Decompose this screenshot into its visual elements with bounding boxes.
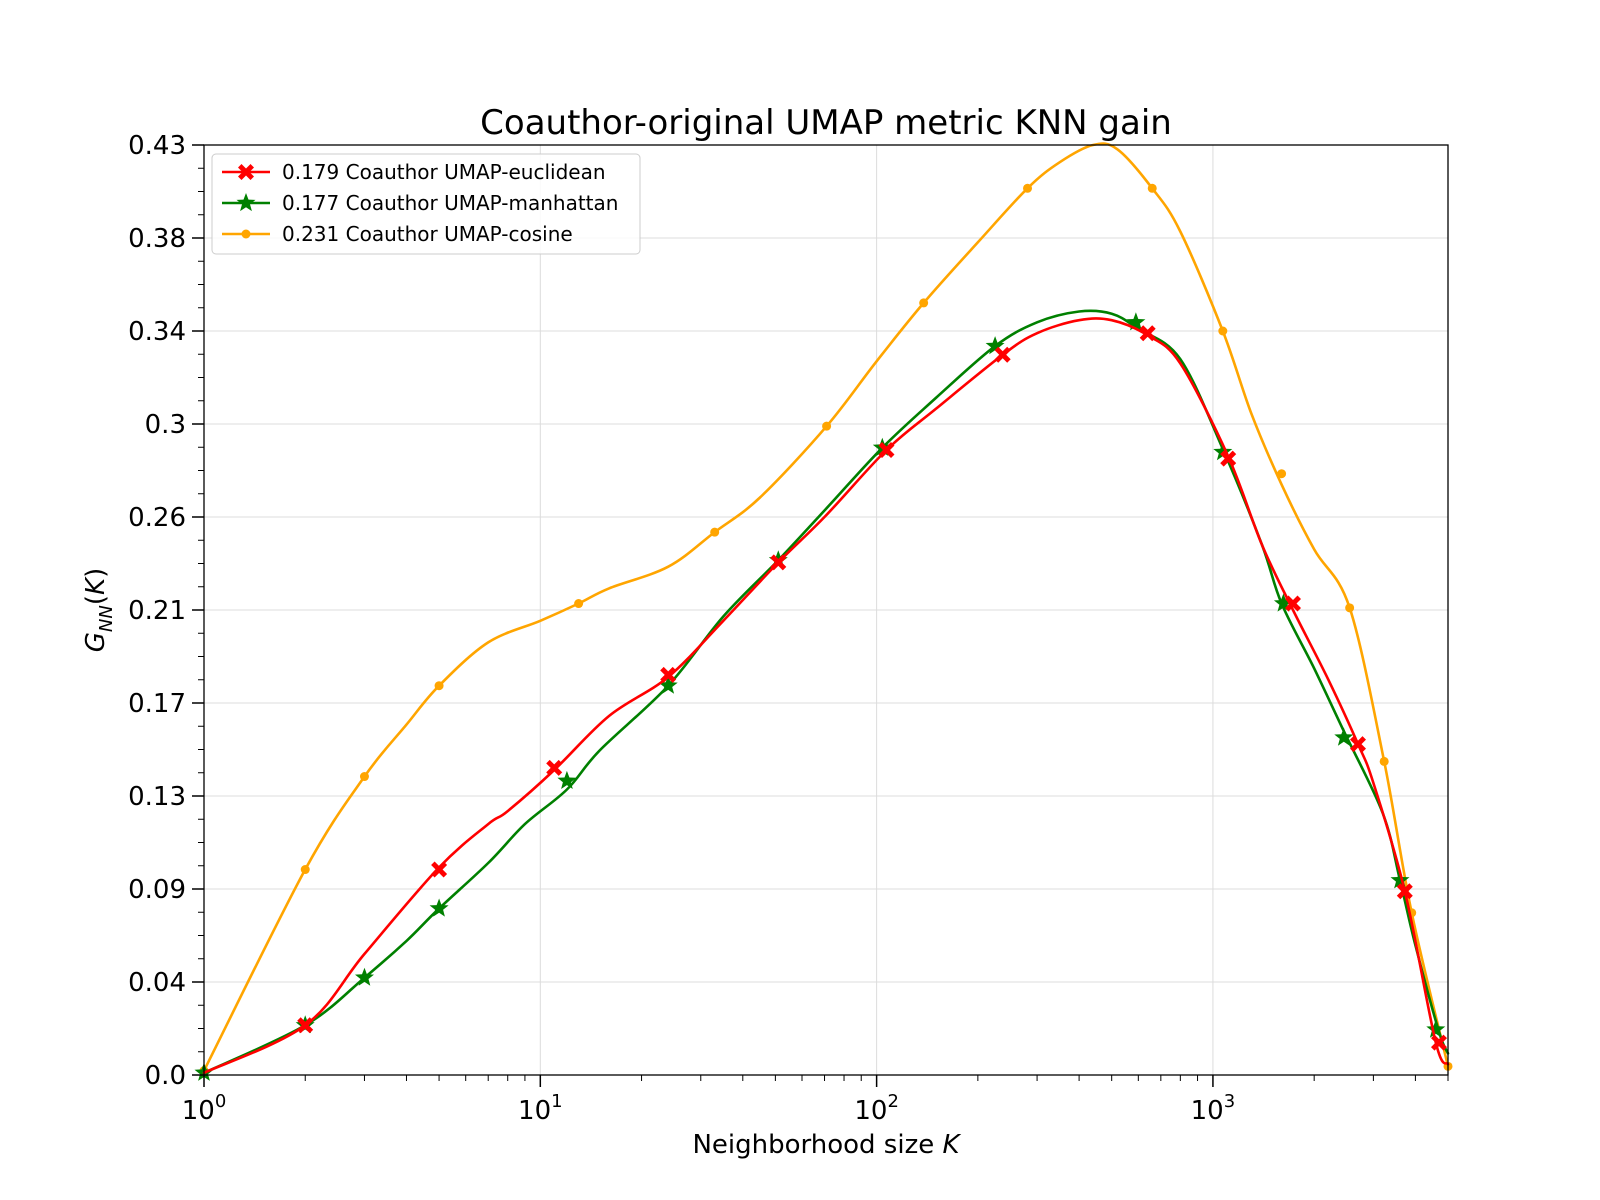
data-point-umap-manhattan [1273,593,1293,612]
data-point-umap-cosine [919,298,929,308]
y-tick-label: 0.3 [145,410,186,440]
data-point-umap-manhattan [985,336,1005,355]
legend-label: 0.179 Coauthor UMAP-euclidean [282,160,606,184]
legend-marker [236,193,256,212]
legend-entry-umap-cosine: 0.231 Coauthor UMAP-cosine [222,222,573,246]
y-tick-label: 0.09 [128,875,186,905]
data-point-umap-cosine [822,421,832,431]
y-tick-label: 0.34 [128,317,186,347]
data-point-umap-euclidean [1350,736,1366,753]
data-point-umap-euclidean [431,861,448,878]
data-point-umap-euclidean [770,554,787,571]
legend-entry-umap-manhattan: 0.177 Coauthor UMAP-manhattan [222,191,618,215]
y-tick-label: 0.26 [128,503,186,533]
legend-label: 0.231 Coauthor UMAP-cosine [282,222,573,246]
data-point-umap-cosine [1379,756,1389,766]
y-tick-label: 0.38 [128,224,186,254]
data-point-umap-manhattan [1426,1019,1446,1038]
data-point-umap-manhattan [658,675,678,694]
data-point-umap-euclidean [1139,325,1156,342]
data-point-umap-cosine [1147,183,1157,193]
series-umap-euclidean [202,317,1450,1075]
grid [203,144,1448,1076]
y-axis-label: GNN(K) [81,568,117,652]
legend-entry-umap-euclidean: 0.179 Coauthor UMAP-euclidean [222,160,606,184]
x-tick-label: 100 [182,1091,227,1126]
data-point-umap-manhattan [557,770,577,789]
data-point-umap-euclidean [660,666,677,683]
data-point-umap-euclidean [297,1017,314,1034]
data-point-umap-manhattan [1213,442,1233,461]
legend-marker [241,229,251,239]
series-line-umap-euclidean [202,317,1450,1075]
x-tick-label: 102 [854,1091,899,1126]
data-point-umap-manhattan [1126,312,1146,331]
axis-ticks: 100 101 102 103 0.0 0.04 0.09 0.13 0.17 0.21 0.26 0… [128,131,1449,1126]
data-point-umap-cosine [574,599,584,609]
legend-box [211,153,641,255]
data-point-umap-cosine [1218,326,1228,336]
data-point-umap-cosine [434,681,444,691]
data-point-umap-cosine [1023,183,1033,193]
legend-marker [238,164,254,180]
data-point-umap-cosine [300,865,310,875]
y-tick-label: 0.17 [128,689,186,719]
data-point-umap-manhattan [1390,870,1410,889]
data-point-umap-manhattan [1334,727,1354,746]
data-point-umap-manhattan [429,898,449,917]
data-point-umap-euclidean [994,346,1011,363]
data-point-umap-euclidean [1285,595,1301,612]
data-point-umap-euclidean [546,759,563,776]
data-point-umap-cosine [1345,603,1355,613]
legend: 0.179 Coauthor UMAP-euclidean 0.177 Coaut… [211,153,641,255]
data-point-umap-euclidean [1220,450,1237,467]
data-point-umap-cosine [710,527,720,537]
data-point-umap-euclidean [1396,883,1413,900]
x-tick-label: 101 [518,1091,563,1126]
data-point-umap-euclidean [1431,1034,1447,1051]
series-umap-manhattan [194,309,1450,1081]
y-tick-label: 0.04 [128,968,186,998]
x-axis-label: Neighborhood size K [692,1130,961,1160]
data-point-umap-cosine [359,772,369,782]
y-tick-label: 0.21 [128,596,186,626]
chart-title: Coauthor-original UMAP metric KNN gain [480,103,1172,143]
y-tick-label: 0.13 [128,782,186,812]
series-line-umap-cosine [202,142,1450,1072]
data-point-umap-euclidean [878,442,895,458]
plot-series [194,142,1453,1081]
legend-label: 0.177 Coauthor UMAP-manhattan [282,191,618,215]
data-point-umap-cosine [1277,469,1287,479]
series-umap-cosine [199,142,1453,1076]
y-tick-label: 0.0 [145,1061,186,1091]
data-point-umap-manhattan [355,967,374,986]
y-tick-label: 0.43 [128,131,186,161]
x-tick-label: 103 [1191,1091,1236,1126]
